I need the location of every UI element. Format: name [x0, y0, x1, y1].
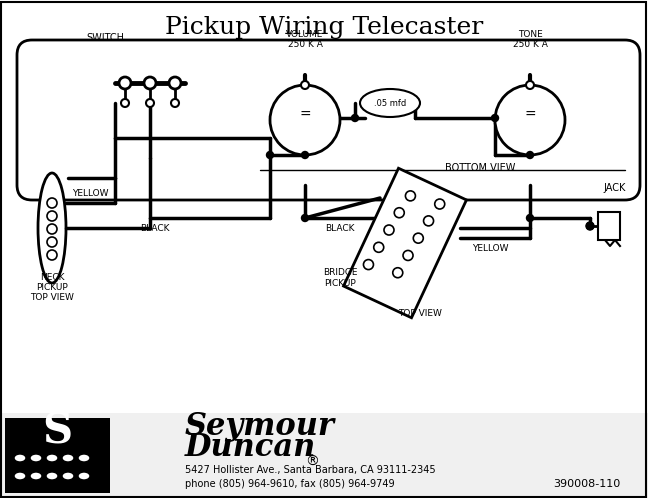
Circle shape — [435, 199, 445, 209]
Text: =: = — [524, 108, 536, 122]
Circle shape — [586, 222, 594, 230]
Circle shape — [47, 250, 57, 260]
Text: TOP VIEW: TOP VIEW — [398, 308, 442, 318]
Text: Seymour: Seymour — [185, 410, 335, 442]
Circle shape — [424, 216, 434, 226]
Circle shape — [301, 151, 308, 158]
FancyBboxPatch shape — [17, 40, 640, 200]
Text: ®: ® — [305, 455, 319, 469]
Text: YELLOW: YELLOW — [472, 244, 508, 252]
Text: NECK
PICKUP: NECK PICKUP — [36, 273, 68, 292]
Text: S: S — [42, 410, 72, 452]
Circle shape — [121, 99, 129, 107]
Circle shape — [413, 233, 423, 243]
Circle shape — [393, 268, 403, 278]
Text: TOP VIEW: TOP VIEW — [30, 293, 74, 302]
Circle shape — [47, 198, 57, 208]
Circle shape — [394, 208, 404, 218]
Circle shape — [47, 237, 57, 247]
Circle shape — [491, 115, 498, 122]
Circle shape — [374, 243, 384, 252]
Text: Duncan: Duncan — [185, 432, 316, 464]
Circle shape — [384, 225, 394, 235]
Circle shape — [47, 224, 57, 234]
Circle shape — [351, 115, 358, 122]
Bar — [5, 418, 110, 493]
Ellipse shape — [14, 454, 26, 462]
Bar — [0, 413, 648, 498]
Circle shape — [586, 223, 594, 230]
Text: =: = — [299, 108, 311, 122]
Text: YELLOW: YELLOW — [72, 189, 108, 198]
Ellipse shape — [78, 454, 90, 462]
Bar — [598, 212, 620, 240]
Ellipse shape — [14, 472, 26, 480]
Circle shape — [266, 151, 273, 158]
Text: BRIDGE
PICKUP: BRIDGE PICKUP — [323, 268, 357, 288]
Circle shape — [526, 81, 534, 89]
Circle shape — [47, 211, 57, 221]
Text: Pickup Wiring Telecaster: Pickup Wiring Telecaster — [165, 16, 483, 39]
Text: BLACK: BLACK — [325, 224, 354, 233]
Ellipse shape — [30, 472, 42, 480]
Ellipse shape — [30, 454, 42, 462]
Ellipse shape — [78, 472, 90, 480]
Text: 390008-110: 390008-110 — [553, 479, 620, 489]
Text: BOTTOM VIEW: BOTTOM VIEW — [445, 163, 515, 173]
Circle shape — [169, 77, 181, 89]
Circle shape — [144, 77, 156, 89]
Circle shape — [406, 191, 415, 201]
Text: JACK: JACK — [604, 183, 626, 193]
Circle shape — [364, 259, 373, 269]
Text: SWITCH: SWITCH — [86, 33, 124, 43]
Circle shape — [301, 81, 309, 89]
Circle shape — [526, 151, 533, 158]
Text: TONE
250 K A: TONE 250 K A — [513, 30, 548, 49]
Ellipse shape — [62, 472, 74, 480]
Circle shape — [171, 99, 179, 107]
Ellipse shape — [360, 89, 420, 117]
Circle shape — [495, 85, 565, 155]
Text: VOLUME
250 K A: VOLUME 250 K A — [286, 30, 324, 49]
Ellipse shape — [46, 454, 58, 462]
Circle shape — [119, 77, 131, 89]
Polygon shape — [343, 168, 467, 318]
Ellipse shape — [62, 454, 74, 462]
Ellipse shape — [46, 472, 58, 480]
Circle shape — [526, 215, 533, 222]
Text: 5427 Hollister Ave., Santa Barbara, CA 93111-2345: 5427 Hollister Ave., Santa Barbara, CA 9… — [185, 465, 435, 475]
Text: .05 mfd: .05 mfd — [374, 99, 406, 108]
Circle shape — [270, 85, 340, 155]
Text: BLACK: BLACK — [140, 224, 170, 233]
Text: phone (805) 964-9610, fax (805) 964-9749: phone (805) 964-9610, fax (805) 964-9749 — [185, 479, 395, 489]
Circle shape — [301, 215, 308, 222]
Circle shape — [146, 99, 154, 107]
Ellipse shape — [38, 173, 66, 283]
Circle shape — [403, 250, 413, 260]
